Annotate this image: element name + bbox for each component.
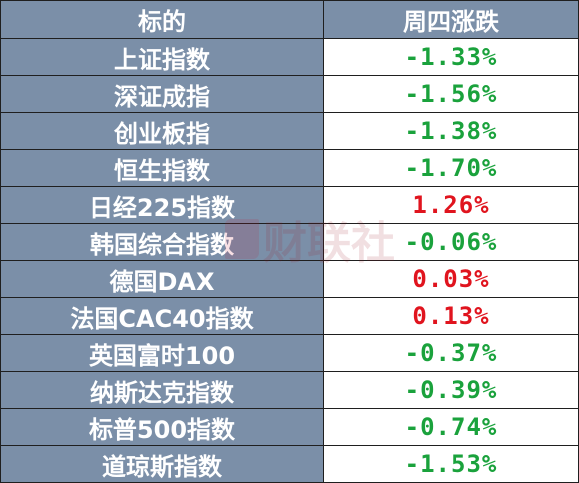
index-name: 道琼斯指数	[0, 445, 324, 483]
index-change: -1.56%	[323, 75, 579, 113]
index-name: 法国CAC40指数	[0, 297, 324, 335]
index-name: 日经225指数	[0, 186, 324, 224]
table-row: 创业板指 -1.38%	[0, 112, 579, 150]
table-row: 日经225指数 1.26%	[0, 186, 579, 224]
index-name: 上证指数	[0, 38, 324, 76]
index-name: 恒生指数	[0, 149, 324, 187]
table-row: 道琼斯指数 -1.53%	[0, 445, 579, 483]
index-name: 韩国综合指数	[0, 223, 324, 261]
table-row: 纳斯达克指数 -0.39%	[0, 371, 579, 409]
table-row: 上证指数 -1.33%	[0, 38, 579, 76]
table-header-row: 标的 周四涨跌	[0, 0, 579, 39]
index-change: 1.26%	[323, 186, 579, 224]
index-name: 创业板指	[0, 112, 324, 150]
header-change: 周四涨跌	[323, 0, 579, 39]
index-name: 德国DAX	[0, 260, 324, 298]
index-name: 标普500指数	[0, 408, 324, 446]
index-name: 深证成指	[0, 75, 324, 113]
table-row: 德国DAX 0.03%	[0, 260, 579, 298]
index-name: 纳斯达克指数	[0, 371, 324, 409]
table-row: 法国CAC40指数 0.13%	[0, 297, 579, 335]
header-name: 标的	[0, 0, 324, 39]
table-row: 标普500指数 -0.74%	[0, 408, 579, 446]
table-row: 韩国综合指数 -0.06%	[0, 223, 579, 261]
index-name: 英国富时100	[0, 334, 324, 372]
table-row: 英国富时100 -0.37%	[0, 334, 579, 372]
index-change: -0.74%	[323, 408, 579, 446]
index-change: -0.39%	[323, 371, 579, 409]
table-row: 深证成指 -1.56%	[0, 75, 579, 113]
index-change: -1.38%	[323, 112, 579, 150]
index-change: 0.13%	[323, 297, 579, 335]
index-change: -0.06%	[323, 223, 579, 261]
index-change: 0.03%	[323, 260, 579, 298]
index-change: -1.53%	[323, 445, 579, 483]
index-change: -1.33%	[323, 38, 579, 76]
table-row: 恒生指数 -1.70%	[0, 149, 579, 187]
index-change: -1.70%	[323, 149, 579, 187]
index-change: -0.37%	[323, 334, 579, 372]
